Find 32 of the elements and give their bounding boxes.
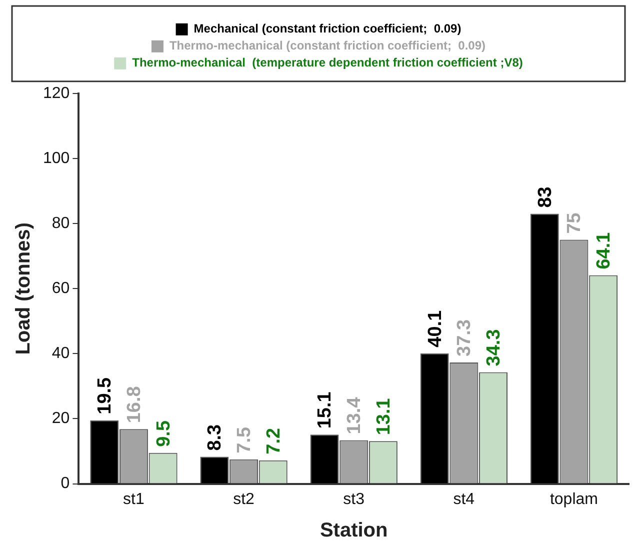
data-label: 8.3 <box>204 424 226 451</box>
data-label: 16.8 <box>124 386 145 424</box>
data-label: 9.5 <box>153 420 174 447</box>
legend-label: Thermo-mechanical (temperature dependent friction coefficient ;V8) <box>132 56 523 70</box>
y-tick-label: 40 <box>52 345 70 362</box>
x-tick-label: st2 <box>233 490 255 508</box>
data-label: 7.5 <box>234 426 256 454</box>
data-label: 37.3 <box>454 319 476 356</box>
x-tick-label: toplam <box>550 490 598 508</box>
legend-label: Mechanical (constant friction coefficient; 0.09) <box>194 22 462 36</box>
y-tick-label: 80 <box>52 214 70 232</box>
data-label: 34.3 <box>483 329 504 366</box>
x-axis-title: Station <box>320 520 388 542</box>
y-tick-label: 20 <box>52 410 70 428</box>
y-tick-label: 0 <box>60 475 70 492</box>
data-label: 13.4 <box>344 396 366 434</box>
y-tick-label: 120 <box>42 84 70 102</box>
data-label: 7.2 <box>263 428 284 454</box>
data-label: 13.1 <box>373 398 394 436</box>
x-tick-label: st1 <box>123 490 144 508</box>
data-label: 64.1 <box>594 232 615 270</box>
data-label: 83 <box>534 186 556 208</box>
data-label: 15.1 <box>314 391 336 429</box>
y-tick-label: 60 <box>52 280 70 298</box>
legend-label: Thermo-mechanical (constant friction coefficient; 0.09) <box>169 38 486 53</box>
x-tick-label: st3 <box>343 490 365 508</box>
x-tick-label: st4 <box>453 490 475 508</box>
data-label: 75 <box>564 212 586 234</box>
y-tick-label: 100 <box>42 150 70 167</box>
data-label: 19.5 <box>94 376 116 414</box>
data-label: 40.1 <box>424 310 446 348</box>
y-axis-title: Load (tonnes) <box>12 222 35 355</box>
